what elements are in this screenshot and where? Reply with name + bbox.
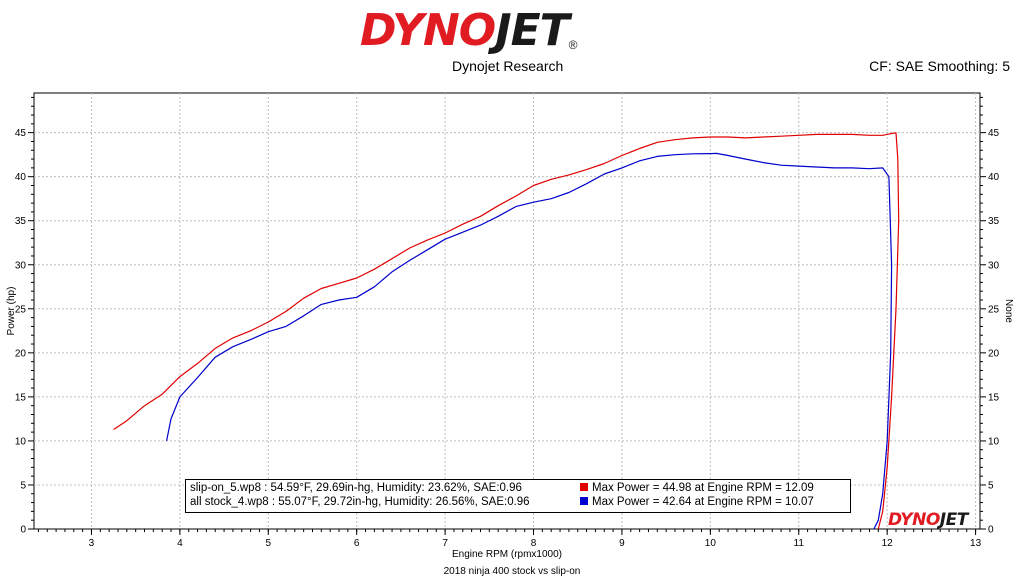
y-tick-label: 10 [15,436,27,447]
y-tick-label: 40 [15,172,27,183]
x-tick-label: 11 [794,538,805,549]
company-name: Dynojet Research [452,58,564,74]
y-tick-label: 20 [15,348,27,359]
y2-tick-label: 30 [988,260,1000,271]
registered-mark: ® [568,38,578,52]
correction-factor: CF: SAE Smoothing: 5 [869,58,1010,74]
y2-tick-label: 0 [988,525,994,536]
x-tick-label: 13 [970,538,982,549]
y2-tick-label: 40 [988,172,1000,183]
y2-tick-label: 15 [988,392,1000,403]
series-line-stock [166,152,893,530]
y2-tick-label: 10 [988,436,1000,447]
y-axis-label: Power (hp) [6,287,17,336]
legend-swatch [580,497,588,505]
legend-run-info: all stock_4.wp8 : 55.07°F, 29.72in-hg, H… [190,496,530,508]
x-tick-label: 7 [442,538,448,549]
series-line-slip-on [113,132,900,530]
dynojet-logo: DYNOJET® [360,8,670,54]
y-tick-label: 30 [15,260,27,271]
x-tick-label: 10 [705,538,717,549]
logo-dyno-text: DYNO [360,5,496,56]
x-tick-label: 6 [354,538,360,549]
y2-tick-label: 35 [988,216,1000,227]
x-tick-label: 3 [89,538,95,549]
legend-max-text: Max Power = 44.98 at Engine RPM = 12.09 [592,482,814,494]
x-tick-label: 9 [619,538,625,549]
watermark-jet-text: JET [939,510,969,530]
plot-area [33,92,981,530]
x-tick-label: 5 [266,538,272,549]
y-tick-label: 5 [20,480,26,491]
y2-tick-label: 5 [988,480,994,491]
logo-jet-text: JET [495,5,569,56]
run-legend: slip-on_5.wp8 : 54.59°F, 29.69in-hg, Hum… [185,479,851,513]
y2-tick-label: 25 [988,304,1000,315]
chart-title: 2018 ninja 400 stock vs slip-on [444,566,581,576]
legend-max-power: Max Power = 44.98 at Engine RPM = 12.09 [580,481,814,496]
legend-max-power: Max Power = 42.64 at Engine RPM = 10.07 [580,495,814,510]
y-tick-label: 45 [15,128,27,139]
x-tick-label: 12 [882,538,894,549]
x-axis-label: Engine RPM (rpmx1000) [452,549,562,560]
y-tick-label: 25 [15,304,27,315]
legend-max-text: Max Power = 42.64 at Engine RPM = 10.07 [592,496,814,508]
y-tick-label: 0 [20,525,26,536]
y2-axis-label: None [1003,299,1014,323]
y-tick-label: 15 [15,392,27,403]
legend-swatch [580,483,588,491]
y2-tick-label: 20 [988,348,1000,359]
watermark-dyno-text: DYNO [888,510,940,530]
y-tick-label: 35 [15,216,27,227]
x-tick-label: 4 [177,538,183,549]
legend-run-info: slip-on_5.wp8 : 54.59°F, 29.69in-hg, Hum… [190,482,522,494]
y2-tick-label: 45 [988,128,1000,139]
x-tick-label: 8 [531,538,537,549]
dynojet-watermark-logo: DYNOJET [888,510,968,530]
